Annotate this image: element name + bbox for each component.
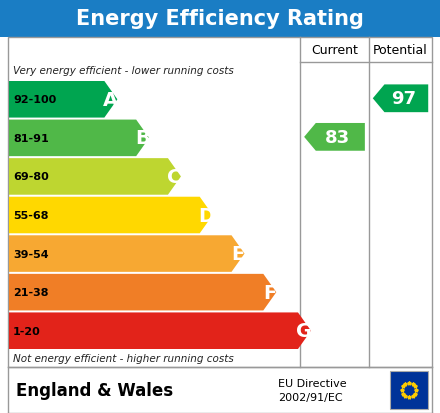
Polygon shape — [9, 313, 311, 349]
Text: 39-54: 39-54 — [13, 249, 49, 259]
Text: 83: 83 — [325, 128, 350, 147]
Text: EU Directive: EU Directive — [278, 378, 347, 388]
Polygon shape — [9, 274, 276, 311]
Polygon shape — [373, 85, 428, 113]
Text: 21-38: 21-38 — [13, 287, 48, 297]
Text: 92-100: 92-100 — [13, 95, 56, 105]
Text: G: G — [297, 321, 312, 340]
Bar — [0, 0, 440, 38]
Text: D: D — [198, 206, 214, 225]
Text: C: C — [167, 168, 182, 187]
Text: E: E — [231, 244, 245, 263]
Text: Current: Current — [311, 44, 358, 57]
Text: 55-68: 55-68 — [13, 211, 48, 221]
Text: 1-20: 1-20 — [13, 326, 41, 336]
Text: F: F — [263, 283, 276, 302]
Text: 69-80: 69-80 — [13, 172, 49, 182]
Text: Potential: Potential — [373, 44, 428, 57]
Bar — [390, 371, 428, 409]
Text: 2002/91/EC: 2002/91/EC — [278, 392, 343, 402]
Text: Very energy efficient - lower running costs: Very energy efficient - lower running co… — [13, 66, 234, 76]
Bar — [0, 367, 440, 413]
Polygon shape — [9, 236, 245, 272]
Bar — [8, 38, 432, 367]
Polygon shape — [9, 120, 149, 157]
Text: 81-91: 81-91 — [13, 133, 49, 143]
Text: 97: 97 — [391, 90, 416, 108]
Polygon shape — [9, 159, 181, 195]
Text: England & Wales: England & Wales — [16, 381, 173, 399]
Polygon shape — [9, 197, 213, 234]
Polygon shape — [304, 123, 365, 152]
Text: Not energy efficient - higher running costs: Not energy efficient - higher running co… — [13, 353, 234, 363]
Text: Energy Efficiency Rating: Energy Efficiency Rating — [76, 9, 364, 29]
Text: B: B — [135, 129, 150, 148]
Polygon shape — [9, 82, 117, 118]
Text: A: A — [103, 90, 118, 109]
